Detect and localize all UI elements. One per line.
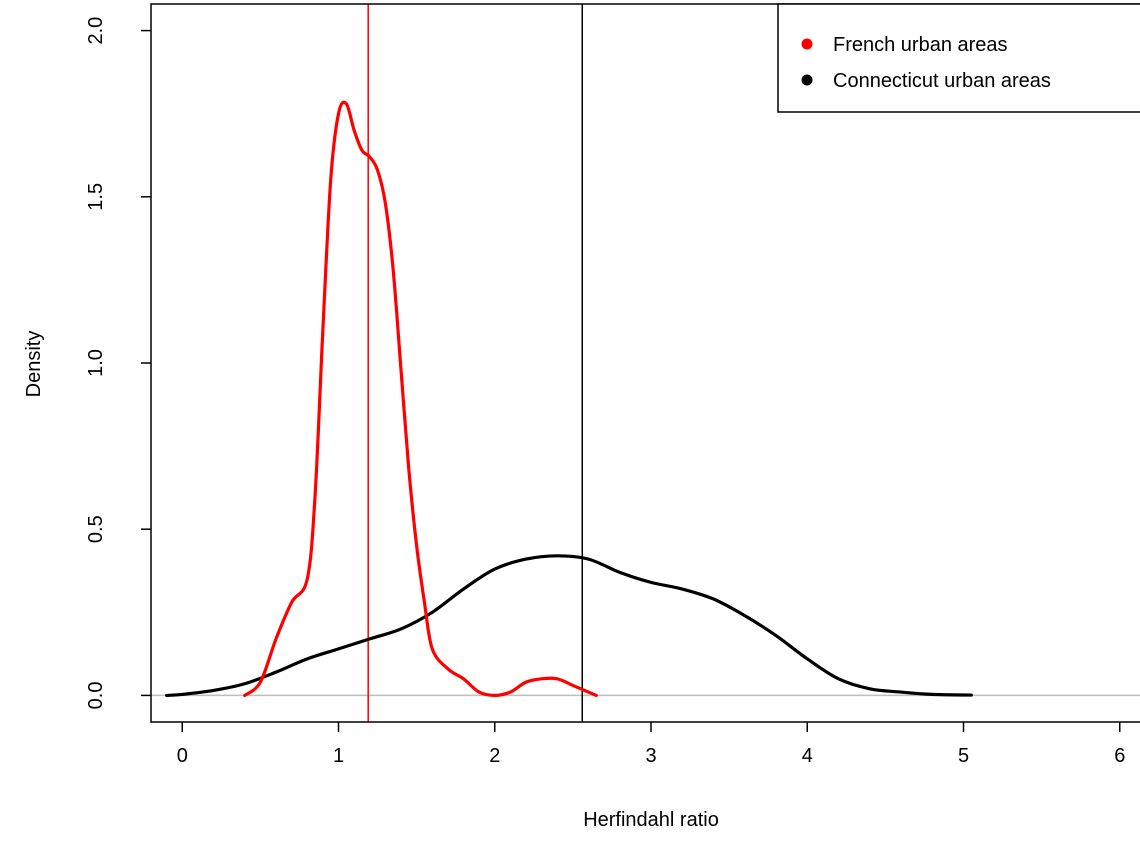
x-tick-label: 5 — [958, 745, 969, 767]
plot-area — [151, 4, 1140, 722]
plot-frame — [150, 3, 1140, 723]
series-line-french — [243, 100, 598, 698]
y-tick-label: 1.5 — [85, 183, 107, 211]
x-tick-label: 6 — [1114, 745, 1125, 767]
x-tick-label: 3 — [645, 745, 656, 767]
y-tick-label: 1.0 — [85, 349, 107, 377]
x-axis-label: Herfindahl ratio — [583, 809, 719, 831]
x-axis: 0 1 2 3 4 5 6 — [177, 722, 1125, 767]
x-tick-label: 0 — [177, 745, 188, 767]
series-line-connecticut — [165, 554, 973, 698]
legend-marker-connecticut — [801, 74, 813, 86]
legend-marker-french — [801, 38, 813, 50]
x-tick-label: 1 — [333, 745, 344, 767]
y-axis-label: Density — [23, 331, 45, 398]
legend-label-connecticut: Connecticut urban areas — [833, 70, 1051, 92]
legend: French urban areas Connecticut urban are… — [777, 3, 1140, 113]
y-tick-label: 0.0 — [85, 682, 107, 710]
y-tick-label: 0.5 — [85, 515, 107, 543]
x-tick-label: 4 — [802, 745, 813, 767]
legend-label-french: French urban areas — [833, 34, 1008, 56]
y-tick-label: 2.0 — [85, 17, 107, 45]
legend-box — [777, 3, 1140, 113]
x-tick-label: 2 — [489, 745, 500, 767]
y-axis: 0.0 0.5 1.0 1.5 2.0 — [85, 17, 151, 710]
